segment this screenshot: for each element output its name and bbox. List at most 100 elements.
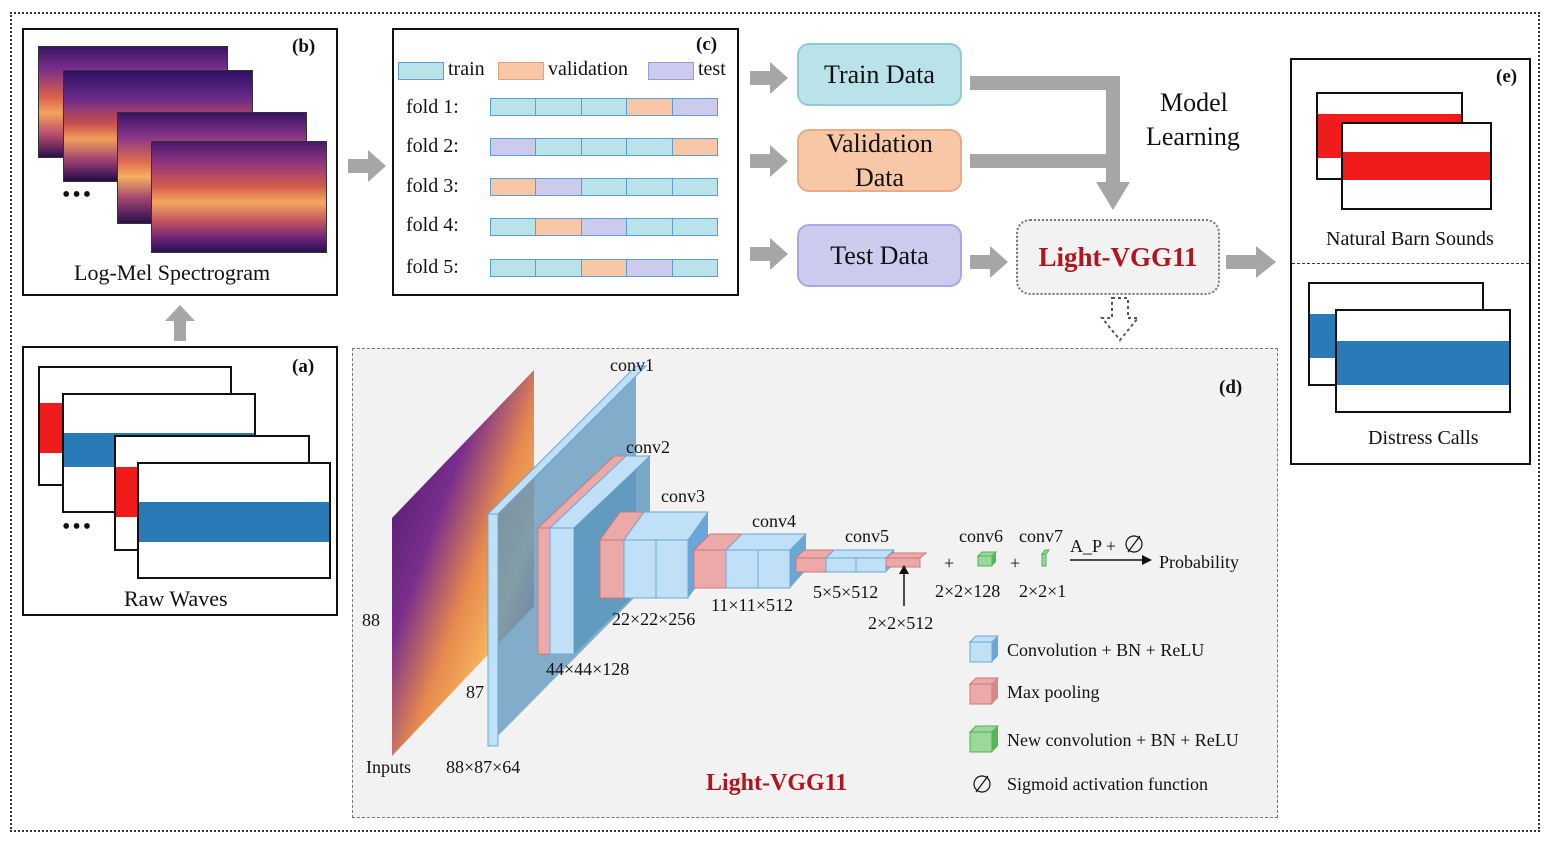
- arrow-right-icon: [750, 62, 788, 94]
- conv6-block: [977, 555, 993, 567]
- fold-segment-train: [491, 99, 537, 115]
- fold-label: fold 5:: [406, 256, 459, 278]
- panel-b-caption: Log-Mel Spectrogram: [74, 260, 271, 285]
- panel-a-ellipsis: •••: [62, 514, 94, 540]
- dotted-down-arrow-icon: [1100, 297, 1140, 342]
- conv5-pool: [795, 557, 827, 573]
- input-spectrogram: [392, 370, 534, 756]
- panel-d-title: Light-VGG11: [706, 770, 848, 796]
- legend-pool-cube: [969, 683, 993, 705]
- natural-barn-sounds-label: Natural Barn Sounds: [1326, 228, 1494, 250]
- fold-segment-train: [581, 139, 628, 155]
- conv4-pool: [693, 549, 727, 589]
- distress-wave-2: [1335, 309, 1511, 413]
- fold-segment-test: [581, 219, 628, 235]
- conv6-label: conv6: [959, 526, 1003, 546]
- panel-b-ellipsis: •••: [62, 182, 94, 208]
- validation-data-box: Validation Data: [797, 129, 962, 192]
- legend-test-swatch: [648, 62, 694, 80]
- fold-segment-train: [672, 260, 718, 276]
- plus-1: +: [944, 553, 955, 573]
- fold-label: fold 1:: [406, 96, 459, 118]
- conv5-label: conv5: [845, 526, 889, 546]
- probability-label: Probability: [1159, 552, 1239, 572]
- fold-label: fold 2:: [406, 135, 459, 157]
- spectrogram-4: [151, 141, 327, 253]
- fold-bar: [490, 98, 718, 116]
- panel-b-tag: (b): [292, 36, 316, 57]
- conv7-block: [1041, 553, 1047, 567]
- fold-segment-validation: [581, 260, 628, 276]
- light-vgg11-model-box: Light-VGG11: [1016, 219, 1220, 295]
- conv3-label: conv3: [661, 486, 705, 506]
- shape-11x11x512: 11×11×512: [711, 595, 793, 615]
- panel-d-tag: (d): [1219, 377, 1243, 398]
- conv3-pool: [599, 539, 625, 599]
- inputs-label: Inputs: [366, 757, 411, 777]
- fold-bar: [490, 259, 718, 277]
- final-pool: [885, 557, 921, 568]
- shape-2x2x512: 2×2×512: [868, 613, 934, 633]
- fold-segment-train: [491, 219, 537, 235]
- fold-segment-train: [536, 139, 582, 155]
- legend-validation-swatch: [498, 62, 544, 80]
- legend-newconv-label: New convolution + BN + ReLU: [1007, 730, 1239, 750]
- arrow-right-icon: [970, 246, 1008, 278]
- legend-sigmoid-label: Sigmoid activation function: [1007, 774, 1208, 794]
- test-data-label: Test Data: [830, 240, 929, 270]
- fold-segment-train: [581, 99, 628, 115]
- shape-5x5x512: 5×5×512: [813, 582, 879, 602]
- fold-segment-train: [672, 179, 718, 195]
- model-learning-connector: [970, 76, 1130, 210]
- fold-segment-train: [672, 219, 718, 235]
- fold-segment-train: [491, 260, 537, 276]
- sigmoid-icon: [1125, 535, 1143, 553]
- legend-conv-label: Convolution + BN + ReLU: [1007, 640, 1205, 660]
- cnn-architecture-diagram: [392, 365, 1152, 793]
- legend-conv-cube: [969, 641, 993, 663]
- model-learning-line1: Model: [1160, 88, 1228, 117]
- panel-e-tag: (e): [1496, 66, 1518, 87]
- model-learning-line2: Learning: [1146, 122, 1240, 151]
- plus-2: +: [1010, 553, 1021, 573]
- conv2-label: conv2: [626, 437, 670, 457]
- shape-2x2x1: 2×2×1: [1019, 581, 1067, 601]
- legend-train-swatch: [398, 62, 444, 80]
- arrow-right-icon: [750, 238, 788, 270]
- panel-a-caption: Raw Waves: [124, 586, 228, 611]
- fold-segment-validation: [627, 99, 673, 115]
- fold-label: fold 4:: [406, 214, 459, 236]
- panel-e-divider: [1292, 263, 1529, 264]
- panel-a-tag: (a): [292, 356, 315, 377]
- conv4-label: conv4: [752, 511, 796, 531]
- fold-segment-train: [536, 99, 582, 115]
- input-shape-label: 88×87×64: [446, 757, 521, 777]
- outer-dotted-frame: [10, 12, 1540, 832]
- arrow-up-icon: [165, 305, 195, 341]
- fold-segment-test: [627, 260, 673, 276]
- arrow-right-icon: [750, 145, 788, 177]
- fold-segment-test: [672, 99, 718, 115]
- fold-segment-validation: [672, 139, 718, 155]
- fold-segment-train: [627, 179, 673, 195]
- dim-87: 87: [466, 682, 484, 702]
- fold-segment-test: [491, 139, 537, 155]
- legend-pool-label: Max pooling: [1007, 682, 1100, 702]
- fold-segment-train: [627, 219, 673, 235]
- train-data-label: Train Data: [824, 59, 935, 89]
- fold-bar: [490, 218, 718, 236]
- legend-train-label: train: [448, 58, 485, 80]
- shape-22x22x256: 22×22×256: [612, 609, 696, 629]
- validation-data-line1: Validation: [826, 128, 933, 158]
- validation-data-line2: Data: [854, 162, 905, 192]
- legend-sigmoid-icon: [973, 775, 991, 793]
- train-data-box: Train Data: [797, 43, 962, 106]
- arrow-right-icon: [1226, 246, 1276, 278]
- fold-label: fold 3:: [406, 175, 459, 197]
- fold-bar: [490, 138, 718, 156]
- fold-segment-validation: [491, 179, 537, 195]
- legend-validation-label: validation: [548, 58, 628, 80]
- fold-bar: [490, 178, 718, 196]
- fold-segment-test: [536, 179, 582, 195]
- shape-2x2x128: 2×2×128: [935, 581, 1001, 601]
